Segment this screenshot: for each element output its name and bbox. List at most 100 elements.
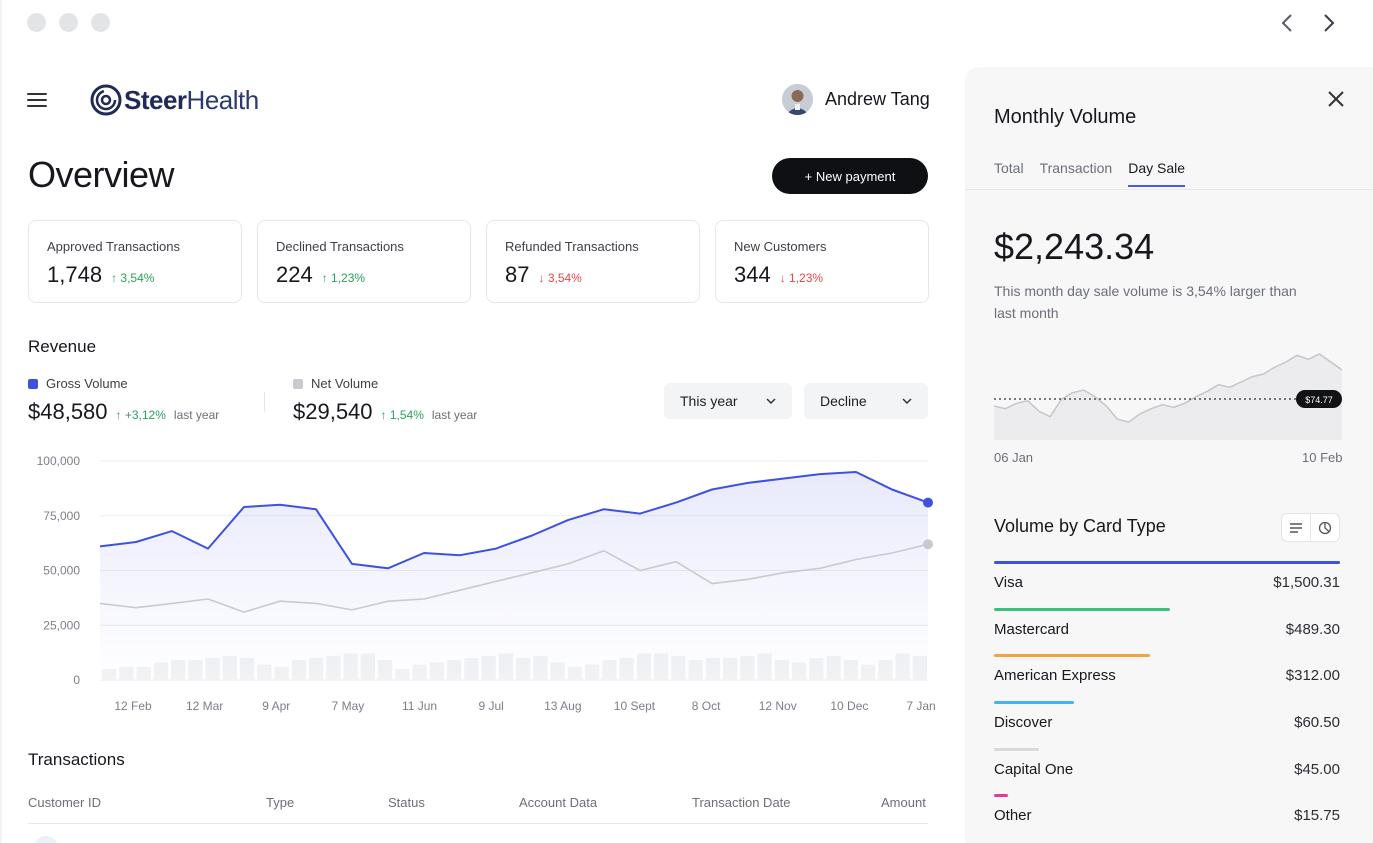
card-type-row[interactable]: Visa $1,500.31 xyxy=(994,561,1340,591)
hamburger-menu-icon[interactable] xyxy=(27,93,47,109)
x-tick-label: 9 Apr xyxy=(262,699,290,713)
net-volume-suffix: last year xyxy=(431,408,478,422)
card-type-amount: $1,500.31 xyxy=(1273,574,1340,591)
pie-chart-view-icon[interactable] xyxy=(1311,514,1339,541)
card-type-row[interactable]: Discover $60.50 xyxy=(994,701,1340,731)
card-type-row[interactable]: Other $15.75 xyxy=(994,794,1340,824)
day-sale-amount: $2,243.34 xyxy=(994,226,1155,267)
x-tick-label: 12 Feb xyxy=(114,699,152,713)
column-header-transaction-date[interactable]: Transaction Date xyxy=(692,795,791,810)
card-type-name: Capital One xyxy=(994,761,1074,778)
card-type-share-bar xyxy=(994,748,1039,751)
new-payment-button[interactable]: + New payment xyxy=(772,158,928,194)
card-type-amount: $489.30 xyxy=(1285,621,1340,638)
card-type-row[interactable]: Capital One $45.00 xyxy=(994,748,1340,778)
gross-volume-label: Gross Volume xyxy=(46,376,128,391)
tab-transaction[interactable]: Transaction xyxy=(1039,160,1113,176)
column-header-customer-id[interactable]: Customer ID xyxy=(28,795,101,810)
period-select[interactable]: This year xyxy=(664,383,792,419)
list-view-icon[interactable] xyxy=(1282,514,1311,541)
x-tick-label: 11 Jun xyxy=(402,699,437,713)
back-arrow-icon[interactable] xyxy=(1276,10,1298,36)
y-tick-label: 0 xyxy=(73,673,80,687)
stat-label: Declined Transactions xyxy=(276,239,404,254)
card-type-title: Volume by Card Type xyxy=(994,516,1166,536)
x-tick-label: 7 Jan xyxy=(906,699,935,713)
card-type-name: Discover xyxy=(994,714,1053,731)
day-sale-description: This month day sale volume is 3,54% larg… xyxy=(994,283,1297,321)
forward-arrow-icon[interactable] xyxy=(1318,10,1340,36)
card-type-name: Visa xyxy=(994,574,1023,591)
chevron-down-icon xyxy=(902,398,912,405)
divider xyxy=(264,392,265,412)
stat-label: New Customers xyxy=(734,239,827,254)
transactions-title: Transactions xyxy=(28,750,125,769)
window-minimize-dot[interactable] xyxy=(59,13,78,32)
panel-title: Monthly Volume xyxy=(994,106,1137,128)
stat-value: 224 xyxy=(276,262,313,287)
column-header-amount[interactable]: Amount xyxy=(881,795,926,810)
gross-volume-line xyxy=(99,471,929,570)
stat-label: Approved Transactions xyxy=(47,239,180,254)
period-select-value: This year xyxy=(680,393,738,409)
card-type-row[interactable]: American Express $312.00 xyxy=(994,654,1340,684)
card-type-amount: $312.00 xyxy=(1285,667,1340,684)
gross-volume-endpoint xyxy=(923,497,933,508)
window-maximize-dot[interactable] xyxy=(91,13,110,32)
card-type-row[interactable]: Mastercard $489.30 xyxy=(994,608,1340,638)
y-tick-label: 75,000 xyxy=(43,509,80,523)
monthly-volume-panel xyxy=(965,67,1373,843)
logo-text-bold: Steer xyxy=(124,84,187,115)
close-icon[interactable] xyxy=(1325,88,1347,110)
revenue-title: Revenue xyxy=(28,337,97,356)
day-sale-mini-chart[interactable]: $74.77 xyxy=(994,340,1344,440)
net-volume-change: ↑ 1,54% xyxy=(380,408,424,422)
card-type-amount: $45.00 xyxy=(1294,761,1340,778)
column-header-status[interactable]: Status xyxy=(388,795,425,810)
stat-value: 87 xyxy=(505,262,530,287)
card-type-share-bar xyxy=(994,654,1150,657)
marker-badge xyxy=(1296,390,1342,408)
gross-volume-suffix: last year xyxy=(173,408,220,422)
column-header-type[interactable]: Type xyxy=(266,795,295,810)
card-type-amount: $60.50 xyxy=(1294,714,1340,731)
gross-volume-legend-swatch xyxy=(28,378,38,389)
stat-card-refunded[interactable]: Refunded Transactions 87 ↓ 3,54% xyxy=(486,220,700,303)
gross-volume-area xyxy=(100,472,928,680)
column-header-account-data[interactable]: Account Data xyxy=(519,795,598,810)
net-volume-value: $29,540 xyxy=(293,399,373,424)
tab-day-sale[interactable]: Day Sale xyxy=(1128,160,1186,187)
filter-select[interactable]: Decline xyxy=(804,383,928,419)
revenue-chart[interactable]: 100,000 75,000 50,000 25,000 0 12 Feb 12 Mar 9 … xyxy=(28,448,938,728)
mini-chart-line xyxy=(994,353,1343,423)
steerhealth-logo[interactable]: SteerHealth xyxy=(89,82,259,118)
mini-chart-start-date: 06 Jan xyxy=(994,450,1034,465)
gross-volume-change: ↑ +3,12% xyxy=(115,408,166,422)
stat-card-new-customers[interactable]: New Customers 344 ↓ 1,23% xyxy=(715,220,929,303)
x-tick-label: 9 Jul xyxy=(479,699,504,713)
stat-change: ↑ 1,23% xyxy=(321,271,366,285)
gross-volume-value: $48,580 xyxy=(28,399,108,424)
card-type-share-bar xyxy=(994,701,1074,704)
mini-chart-end-date: 10 Feb xyxy=(1302,450,1343,465)
filter-select-value: Decline xyxy=(820,393,867,409)
net-volume-label: Net Volume xyxy=(311,376,379,391)
card-type-name: Other xyxy=(994,807,1032,824)
net-volume-endpoint xyxy=(923,539,933,550)
gross-volume-summary: Gross Volume $48,580 ↑ +3,12% last year xyxy=(28,376,219,425)
logo-mark-icon xyxy=(90,84,122,116)
panel-tabs: Total Transaction Day Sale xyxy=(994,160,1186,187)
window-close-dot[interactable] xyxy=(27,13,46,32)
stat-card-declined[interactable]: Declined Transactions 224 ↑ 1,23% xyxy=(257,220,471,303)
page-title: Overview xyxy=(28,154,175,195)
stat-value: 1,748 xyxy=(47,262,103,287)
x-tick-label: 8 Oct xyxy=(692,699,721,713)
y-tick-label: 100,000 xyxy=(37,454,81,468)
user-profile[interactable]: Andrew Tang xyxy=(782,84,930,115)
tab-total[interactable]: Total xyxy=(994,160,1024,176)
avatar[interactable] xyxy=(782,84,813,115)
stat-card-approved[interactable]: Approved Transactions 1,748 ↑ 3,54% xyxy=(28,220,242,303)
x-tick-label: 10 Sept xyxy=(614,699,656,713)
net-volume-line xyxy=(99,543,929,613)
card-type-name: American Express xyxy=(994,667,1116,684)
